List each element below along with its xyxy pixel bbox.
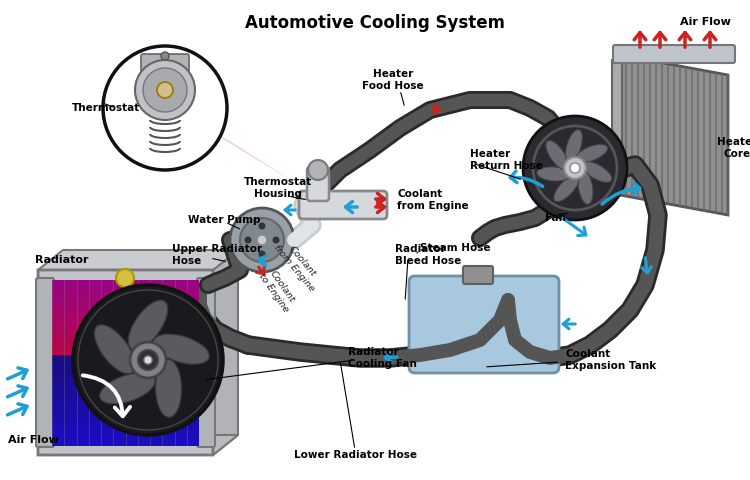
Circle shape bbox=[230, 208, 294, 272]
Bar bbox=[52, 348, 199, 356]
Bar bbox=[52, 377, 199, 386]
Circle shape bbox=[73, 285, 223, 435]
Circle shape bbox=[259, 223, 266, 229]
Bar bbox=[52, 333, 199, 341]
Circle shape bbox=[272, 237, 280, 243]
Polygon shape bbox=[202, 127, 330, 205]
Bar bbox=[52, 355, 199, 363]
Circle shape bbox=[143, 68, 187, 112]
Text: Water Pump: Water Pump bbox=[188, 215, 260, 225]
Circle shape bbox=[144, 356, 152, 364]
Circle shape bbox=[116, 269, 134, 287]
Ellipse shape bbox=[537, 167, 571, 181]
Circle shape bbox=[308, 160, 328, 180]
Circle shape bbox=[244, 237, 251, 243]
Ellipse shape bbox=[94, 325, 135, 373]
Bar bbox=[52, 400, 199, 408]
Bar bbox=[52, 310, 199, 319]
Text: Coolant
from Engine: Coolant from Engine bbox=[272, 237, 324, 293]
Bar bbox=[52, 288, 199, 296]
Bar bbox=[52, 370, 199, 379]
Circle shape bbox=[240, 218, 284, 262]
Bar bbox=[52, 430, 199, 439]
Text: Lower Radiator Hose: Lower Radiator Hose bbox=[293, 450, 416, 460]
Circle shape bbox=[138, 350, 158, 370]
Text: Heater
Food Hose: Heater Food Hose bbox=[362, 69, 424, 91]
FancyBboxPatch shape bbox=[38, 270, 213, 455]
Circle shape bbox=[564, 157, 586, 179]
Text: Air Flow: Air Flow bbox=[8, 435, 58, 445]
Circle shape bbox=[157, 82, 173, 98]
Ellipse shape bbox=[578, 170, 593, 204]
FancyBboxPatch shape bbox=[197, 278, 215, 447]
Polygon shape bbox=[38, 435, 238, 455]
FancyBboxPatch shape bbox=[307, 167, 329, 201]
Circle shape bbox=[130, 342, 166, 378]
FancyBboxPatch shape bbox=[299, 191, 387, 219]
Text: Coolant
Expansion Tank: Coolant Expansion Tank bbox=[565, 349, 656, 371]
Circle shape bbox=[161, 52, 169, 60]
Polygon shape bbox=[38, 250, 238, 270]
Circle shape bbox=[523, 116, 627, 220]
Bar bbox=[52, 385, 199, 394]
Text: Automotive Cooling System: Automotive Cooling System bbox=[245, 14, 505, 32]
Bar bbox=[52, 280, 199, 288]
Circle shape bbox=[259, 251, 266, 257]
Bar bbox=[52, 362, 199, 371]
FancyBboxPatch shape bbox=[409, 276, 559, 373]
FancyBboxPatch shape bbox=[613, 45, 735, 63]
Ellipse shape bbox=[581, 161, 612, 182]
Bar bbox=[52, 325, 199, 334]
Polygon shape bbox=[213, 250, 238, 455]
Text: Radiator
Bleed Hose: Radiator Bleed Hose bbox=[395, 244, 461, 266]
Bar bbox=[52, 302, 199, 311]
Ellipse shape bbox=[100, 373, 155, 404]
Text: Steam Hose: Steam Hose bbox=[420, 243, 491, 253]
Text: Air Flow: Air Flow bbox=[680, 17, 730, 27]
Bar bbox=[52, 393, 199, 401]
Circle shape bbox=[135, 60, 195, 120]
Text: Coolant
from Engine: Coolant from Engine bbox=[397, 189, 469, 211]
Text: Upper Radiator
Hose: Upper Radiator Hose bbox=[172, 244, 262, 266]
FancyBboxPatch shape bbox=[36, 278, 54, 447]
Bar bbox=[52, 415, 199, 423]
Text: Heater
Core: Heater Core bbox=[717, 137, 750, 159]
Ellipse shape bbox=[566, 130, 582, 162]
Text: Fan: Fan bbox=[544, 213, 566, 223]
Text: Thermostat: Thermostat bbox=[72, 103, 140, 113]
Ellipse shape bbox=[546, 141, 568, 170]
Ellipse shape bbox=[575, 144, 608, 162]
Bar bbox=[52, 422, 199, 431]
Polygon shape bbox=[612, 60, 622, 195]
FancyBboxPatch shape bbox=[141, 54, 189, 76]
Ellipse shape bbox=[153, 334, 209, 364]
Ellipse shape bbox=[554, 175, 579, 202]
Text: Coolant
to Engine: Coolant to Engine bbox=[257, 266, 299, 314]
Bar bbox=[52, 295, 199, 303]
Circle shape bbox=[570, 163, 580, 173]
Bar bbox=[52, 408, 199, 416]
FancyBboxPatch shape bbox=[463, 266, 493, 284]
Circle shape bbox=[103, 46, 227, 170]
Ellipse shape bbox=[155, 360, 182, 417]
Text: Radiator
Cooling Fan: Radiator Cooling Fan bbox=[348, 347, 417, 369]
Ellipse shape bbox=[128, 300, 168, 350]
Bar bbox=[52, 340, 199, 348]
Bar bbox=[52, 437, 199, 446]
Bar bbox=[52, 317, 199, 326]
Polygon shape bbox=[620, 55, 728, 215]
Text: Thermostat
Housing: Thermostat Housing bbox=[244, 177, 312, 199]
Text: Radiator: Radiator bbox=[35, 255, 88, 265]
Text: Heater
Return Hose: Heater Return Hose bbox=[470, 149, 543, 171]
Circle shape bbox=[257, 235, 267, 245]
